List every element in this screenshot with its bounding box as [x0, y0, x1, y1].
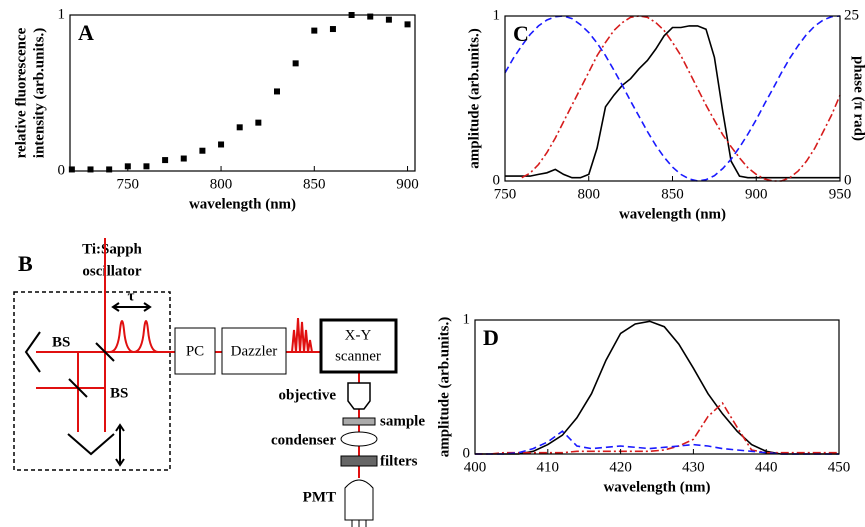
line-series	[505, 25, 840, 179]
part-label: filters	[380, 453, 418, 469]
plot-frame	[69, 14, 416, 172]
y-axis-label: intensity (arb.units.)	[31, 28, 47, 158]
point	[199, 147, 206, 154]
panel-label: D	[483, 325, 499, 350]
filters	[340, 455, 378, 467]
point	[106, 166, 113, 173]
point	[385, 16, 392, 23]
x-tick-label: 400	[464, 459, 487, 475]
y2-tick-label: 0	[844, 172, 852, 188]
x-tick-label: 440	[755, 459, 778, 475]
y-tick-label: 0	[493, 172, 501, 188]
condenser	[340, 431, 378, 447]
optics	[24, 302, 152, 467]
y-tick-label: 1	[58, 6, 66, 22]
interferometer-box	[13, 291, 171, 471]
y-axis-label: amplitude (arb.units.)	[436, 317, 452, 457]
chart: 750 800 850 900 0 1 wavelength (nm) relative fl…	[13, 6, 418, 212]
point	[180, 155, 187, 162]
point	[236, 124, 243, 131]
diagram-b: B Ti:Sapph oscillator τ BS BS PC Dazzler…	[13, 238, 425, 527]
x-tick-label: 850	[303, 176, 326, 192]
point	[404, 21, 411, 28]
part-label: objective	[279, 387, 337, 403]
y-tick-label: 0	[58, 162, 66, 178]
objective	[347, 382, 371, 410]
point	[143, 163, 150, 170]
part-label: condenser	[271, 432, 336, 448]
y-tick-label: 1	[493, 7, 501, 23]
point	[162, 157, 169, 164]
splitter-label: BS	[110, 385, 128, 401]
point	[274, 88, 280, 95]
chart: 400 410 420 430 440 450 0 1 wavelength (nm) ampli…	[436, 311, 850, 495]
x-tick-label: 850	[661, 186, 684, 202]
x-tick-label: 800	[210, 176, 233, 192]
y-axis-label: relative fluorescence	[13, 27, 29, 158]
block	[221, 327, 287, 375]
y-tick-label: 1	[463, 311, 471, 327]
block-label: X-Y	[345, 327, 372, 343]
pmt	[344, 479, 374, 527]
point	[218, 141, 225, 148]
x-axis-label: wavelength (nm)	[619, 206, 726, 222]
panel-label: C	[513, 21, 529, 46]
point	[292, 60, 299, 67]
x-tick-label: 750	[117, 176, 140, 192]
line-series	[475, 430, 839, 455]
y2-axis-label: phase (π rad)	[851, 56, 865, 141]
x-axis-label: wavelength (nm)	[603, 479, 710, 495]
part-label: PMT	[303, 489, 336, 505]
line-series	[521, 15, 841, 182]
x-tick-label: 800	[578, 186, 601, 202]
block	[319, 318, 398, 374]
part-label: sample	[380, 413, 425, 429]
x-tick-label: 900	[396, 176, 419, 192]
y-tick-label: 0	[463, 445, 471, 461]
delay-label: τ	[128, 288, 135, 304]
point	[311, 27, 318, 34]
x-tick-label: 410	[537, 459, 560, 475]
splitter-label: BS	[52, 334, 70, 350]
point	[367, 13, 374, 20]
x-tick-label: 900	[745, 186, 768, 202]
block-label: PC	[186, 343, 204, 359]
line-series	[475, 401, 839, 455]
source-label: Ti:Sapph	[82, 241, 142, 257]
line-series	[475, 320, 839, 455]
x-tick-label: 950	[829, 186, 852, 202]
x-tick-label: 430	[682, 459, 705, 475]
panel-label: B	[18, 251, 33, 276]
x-tick-label: 420	[609, 459, 632, 475]
panel-label: A	[78, 20, 94, 45]
x-tick-label: 450	[828, 459, 851, 475]
block	[174, 327, 216, 375]
block-label: scanner	[335, 348, 381, 364]
x-tick-label: 750	[494, 186, 517, 202]
sample	[342, 417, 376, 426]
point	[329, 26, 336, 33]
plot-frame	[474, 319, 840, 455]
x-axis-label: wavelength (nm)	[189, 196, 296, 212]
point	[68, 166, 75, 173]
block-label: Dazzler	[231, 343, 278, 359]
source-label: oscillator	[82, 263, 141, 279]
plot-frame	[504, 15, 841, 182]
y2-tick-label: 25	[844, 7, 859, 23]
y-axis-label: amplitude (arb.units.)	[466, 28, 482, 168]
point	[255, 119, 262, 126]
line-series	[504, 15, 841, 182]
point	[87, 166, 94, 173]
